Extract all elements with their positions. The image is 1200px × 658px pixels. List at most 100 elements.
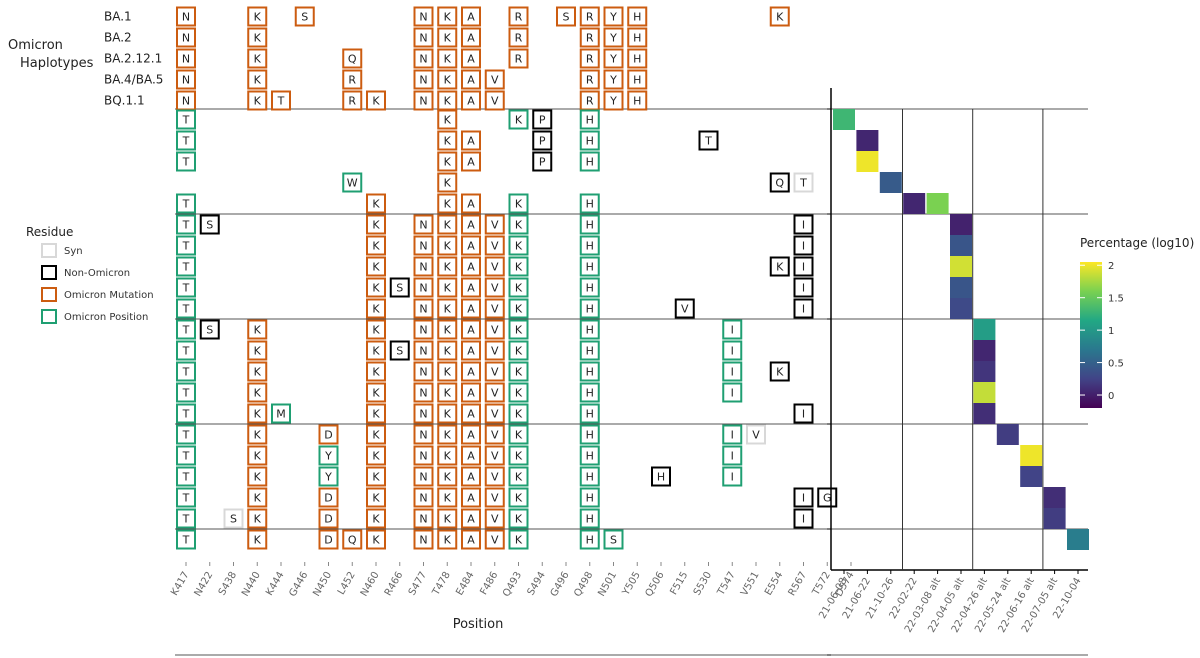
residue-cell: K — [437, 193, 458, 214]
cell-letter: K — [254, 345, 262, 358]
residue-cell: I — [722, 340, 743, 361]
legend-swatch — [41, 243, 57, 258]
residue-cell: K — [508, 424, 529, 445]
residue-cell: K — [366, 277, 386, 298]
cell-letter: P — [539, 114, 546, 127]
cell-letter: H — [633, 95, 641, 108]
cell-letter: I — [802, 408, 805, 421]
cell-letter: N — [419, 32, 427, 45]
cell-letter: A — [467, 303, 475, 316]
residue-cell: K — [247, 361, 268, 382]
cell-letter: V — [491, 95, 499, 108]
cell-letter: N — [419, 74, 427, 87]
residue-cell: K — [437, 298, 458, 319]
residue-cell: M — [271, 403, 291, 424]
residue-cell: K — [366, 193, 386, 214]
cell-letter: K — [776, 11, 784, 24]
cell-letter: K — [372, 492, 380, 505]
residue-cell: V — [484, 403, 505, 424]
heat-cell — [973, 361, 996, 382]
cell-letter: K — [254, 387, 262, 400]
residue-cell: V — [484, 214, 505, 235]
heat-cell — [1043, 508, 1066, 529]
haplotype-cell: N — [413, 27, 434, 48]
cell-letter: K — [444, 387, 452, 400]
residue-cell: K — [508, 361, 529, 382]
residue-cell: K — [437, 235, 458, 256]
residue-cell: V — [484, 508, 505, 529]
cell-letter: H — [586, 261, 594, 274]
cell-letter: K — [444, 345, 452, 358]
heat-cell — [903, 193, 926, 214]
cell-letter: M — [276, 408, 286, 421]
residue-cell: A — [461, 340, 481, 361]
cell-letter: N — [419, 240, 427, 253]
haplotype-cell: K — [247, 48, 268, 69]
haplotype-cell: S — [556, 6, 576, 27]
x-tick-label: N422 — [193, 570, 216, 599]
x-tick-label: F515 — [668, 570, 690, 597]
residue-cell: K — [508, 319, 529, 340]
heat-cell — [856, 130, 879, 151]
residue-cell: N — [413, 424, 434, 445]
cell-letter: A — [467, 156, 475, 169]
cell-letter: A — [467, 282, 475, 295]
cell-letter: A — [467, 240, 475, 253]
cell-letter: A — [467, 219, 475, 232]
cell-letter: R — [586, 32, 594, 45]
haplotype-label: BA.2 — [104, 31, 132, 45]
cell-letter: Y — [609, 53, 617, 66]
residue-cell: T — [176, 382, 196, 403]
residue-cell: K — [247, 403, 268, 424]
residue-cell: T — [176, 529, 196, 550]
cell-letter: R — [348, 95, 356, 108]
residue-cell: H — [579, 298, 600, 319]
cell-letter: S — [206, 219, 213, 232]
x-tick-label: R567 — [787, 570, 810, 598]
residue-cell: N — [413, 361, 434, 382]
cell-letter: I — [731, 387, 734, 400]
residue-cell: N — [413, 298, 434, 319]
cell-letter: A — [467, 429, 475, 442]
residue-cell: S — [389, 277, 410, 298]
cell-letter: P — [539, 135, 546, 148]
cell-letter: H — [586, 387, 594, 400]
cell-letter: A — [467, 95, 475, 108]
cell-letter: K — [444, 198, 452, 211]
cell-letter: H — [586, 156, 594, 169]
residue-cell: H — [579, 382, 600, 403]
cell-letter: K — [254, 74, 262, 87]
residue-cell: V — [484, 277, 505, 298]
residue-cell: K — [437, 151, 458, 172]
cell-letter: D — [324, 534, 332, 547]
cell-letter: V — [491, 282, 499, 295]
cell-letter: I — [802, 219, 805, 232]
residue-cell: T — [176, 508, 196, 529]
haplotype-cell: A — [461, 27, 481, 48]
haplotype-cell: K — [437, 69, 458, 90]
cell-letter: H — [633, 11, 641, 24]
haplotype-cell: H — [627, 27, 648, 48]
cell-letter: K — [372, 429, 380, 442]
residue-cell: A — [461, 214, 481, 235]
residue-cell: I — [793, 256, 814, 277]
heat-cell — [950, 256, 972, 277]
x-tick-label: N501 — [596, 570, 619, 599]
cell-letter: H — [586, 513, 594, 526]
cell-letter: K — [254, 11, 262, 24]
residue-cell: K — [437, 445, 458, 466]
cell-letter: K — [254, 95, 262, 108]
residue-cell: H — [579, 193, 600, 214]
residue-cell: T — [176, 235, 196, 256]
residue-cell: T — [176, 445, 196, 466]
haplotype-cell: R — [508, 48, 529, 69]
cell-letter: N — [182, 11, 190, 24]
cell-letter: K — [776, 366, 784, 379]
residue-cell: K — [508, 508, 529, 529]
haplotype-cell: K — [437, 48, 458, 69]
cell-letter: K — [372, 471, 380, 484]
x-tick-label: S477 — [407, 570, 429, 598]
cell-letter: Y — [324, 471, 332, 484]
cell-letter: Y — [609, 95, 617, 108]
cell-letter: K — [515, 345, 523, 358]
